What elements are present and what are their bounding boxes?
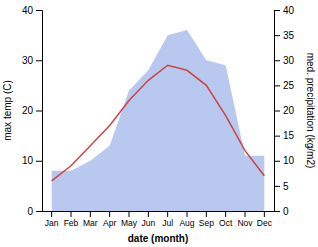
tick-label: 20 [22, 105, 34, 116]
tick: Mar [83, 211, 98, 228]
tick-mark [274, 186, 280, 187]
tick-mark [187, 211, 188, 217]
y2-axis: 0 5 10 15 20 25 30 35 40 [274, 5, 295, 217]
tick-mark [36, 161, 42, 162]
tick-label: Jul [162, 218, 173, 228]
tick: 40 [22, 5, 42, 16]
tick-mark [109, 211, 110, 217]
tick: 10 [22, 155, 42, 166]
tick-label: 10 [283, 155, 295, 166]
tick: Jul [162, 211, 173, 228]
tick: Apr [103, 211, 116, 228]
area [52, 30, 265, 211]
tick: 30 [274, 55, 295, 66]
tick: 5 [274, 181, 289, 192]
tick-mark [206, 211, 207, 217]
tick: 40 [274, 5, 295, 16]
tick-label: 0 [27, 206, 33, 217]
tick-label: 30 [283, 55, 295, 66]
tick-label: Feb [64, 218, 79, 228]
tick: 0 [274, 206, 289, 217]
y-axis-title: max temp (C) [2, 80, 13, 141]
tick: May [121, 211, 138, 228]
marks [52, 30, 265, 211]
tick: Jun [141, 211, 155, 228]
tick-mark [274, 211, 280, 212]
tick-label: 10 [22, 155, 34, 166]
tick-mark [274, 111, 280, 112]
tick: 35 [274, 30, 295, 41]
axis-line [43, 211, 275, 212]
tick-mark [225, 211, 226, 217]
tick-label: 5 [283, 181, 289, 192]
tick-mark [129, 211, 130, 217]
x-axis: Jan Feb Mar Apr MayJun Jul Aug Sep Oct Nov Dec [43, 211, 275, 228]
tick: 30 [22, 55, 42, 66]
tick-mark [274, 161, 280, 162]
tick-mark [274, 35, 280, 36]
tick: Sep [199, 211, 214, 228]
tick-mark [274, 60, 280, 61]
tick: Feb [64, 211, 79, 228]
x-axis-title: date (month) [128, 233, 189, 244]
line [52, 65, 265, 181]
tick: 20 [274, 105, 295, 116]
tick-mark [274, 10, 280, 11]
tick-label: Mar [83, 218, 98, 228]
tick-mark [36, 10, 42, 11]
chart: Jan Feb Mar Apr MayJun Jul Aug Sep Oct Nov Dec 0 10 2… [0, 0, 318, 247]
tick-label: Apr [103, 218, 116, 228]
tick: 0 [27, 206, 42, 217]
tick-label: Jan [45, 218, 59, 228]
tick-label: Jun [141, 218, 155, 228]
tick: 15 [274, 130, 295, 141]
axis-line [36, 11, 43, 212]
tick-label: Nov [237, 218, 253, 228]
tick-mark [51, 211, 52, 217]
tick-mark [90, 211, 91, 217]
tick: Nov [237, 211, 253, 228]
tick-label: Sep [199, 218, 214, 228]
tick-mark [264, 211, 265, 217]
tick: 25 [274, 80, 295, 91]
tick-label: Oct [219, 218, 233, 228]
tick-mark [274, 85, 280, 86]
tick-mark [36, 60, 42, 61]
tick-label: 20 [283, 105, 295, 116]
y-axis: 0 10 20 30 40 [22, 5, 43, 217]
tick-label: 25 [283, 80, 295, 91]
tick-mark [148, 211, 149, 217]
tick-label: Dec [257, 218, 273, 228]
tick-mark [36, 211, 42, 212]
tick-label: 15 [283, 130, 295, 141]
tick-label: Aug [179, 218, 194, 228]
tick-label: 40 [22, 5, 34, 16]
tick-label: May [121, 218, 138, 228]
tick-mark [36, 111, 42, 112]
tick: Jan [45, 211, 59, 228]
tick-label: 0 [283, 206, 289, 217]
tick-mark [167, 211, 168, 217]
tick-mark [245, 211, 246, 217]
tick-mark [71, 211, 72, 217]
tick: Aug [179, 211, 194, 228]
tick: Dec [257, 211, 273, 228]
tick: Oct [219, 211, 233, 228]
axis-line [275, 11, 281, 212]
tick-label: 30 [22, 55, 34, 66]
plot: Jan Feb Mar Apr MayJun Jul Aug Sep Oct Nov Dec 0 10 2… [2, 5, 316, 244]
tick-label: 40 [283, 5, 295, 16]
tick: 10 [274, 155, 295, 166]
tick-mark [274, 136, 280, 137]
tick: 20 [22, 105, 42, 116]
y2-axis-title: med. precipitation (kg/m2) [305, 53, 316, 169]
tick-label: 35 [283, 30, 295, 41]
